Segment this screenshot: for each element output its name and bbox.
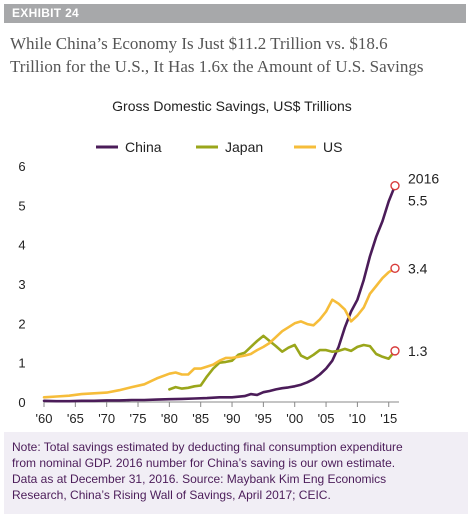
y-tick-label: 2 xyxy=(18,316,25,331)
x-tick-label: '90 xyxy=(224,411,241,426)
y-tick-label: 5 xyxy=(18,198,25,213)
y-tick-label: 0 xyxy=(18,395,25,410)
legend-item-japan: Japan xyxy=(196,139,263,155)
end-value-label-japan: 1.3 xyxy=(408,343,428,359)
headline: While China’s Economy Is Just $11.2 Tril… xyxy=(10,32,470,78)
endpoint-marker-china xyxy=(390,180,400,191)
legend-item-china: China xyxy=(96,139,162,155)
x-tick-label: '85 xyxy=(192,411,209,426)
x-tick-label: '10 xyxy=(349,411,366,426)
y-tick-label: 3 xyxy=(18,277,25,292)
x-tick-label: '15 xyxy=(380,411,397,426)
x-tick-label: '70 xyxy=(98,411,115,426)
series-line-china xyxy=(42,184,397,403)
legend-label-japan: Japan xyxy=(225,139,263,155)
x-tick-label: '80 xyxy=(161,411,178,426)
x-tick-label: '75 xyxy=(130,411,147,426)
legend-item-us: US xyxy=(294,139,342,155)
end-value-annotations: 2016 5.5 3.4 1.3 xyxy=(390,171,439,359)
headline-line-1: While China’s Economy Is Just $11.2 Tril… xyxy=(10,34,388,53)
year-label: 2016 xyxy=(408,171,439,187)
note-line-3: Data as at December 31, 2016. Source: Ma… xyxy=(12,472,387,486)
legend-label-china: China xyxy=(125,139,162,155)
chart-axes: '60 '65 '70 '75 '80 '85 '90 '95 '00 '05 '10 '15 0 1 2 3… xyxy=(18,159,399,426)
headline-line-2: Trillion for the U.S., It Has 1.6x the A… xyxy=(10,57,424,76)
series-lines xyxy=(42,184,397,403)
end-value-label-us: 3.4 xyxy=(408,260,428,276)
series-line-us xyxy=(42,266,397,399)
y-tick-label: 1 xyxy=(18,356,25,371)
note-line-2: from nominal GDP. 2016 number for China’… xyxy=(12,456,396,470)
source-note: Note: Total savings estimated by deducti… xyxy=(4,432,468,514)
y-tick-label: 6 xyxy=(18,159,25,174)
y-tick-label: 4 xyxy=(18,238,25,253)
series-line-japan xyxy=(168,334,397,391)
endpoint-marker-japan xyxy=(390,346,400,356)
legend-label-us: US xyxy=(323,139,342,155)
savings-line-chart: Gross Domestic Savings, US$ Trillions Ch… xyxy=(18,98,439,426)
chart-title: Gross Domestic Savings, US$ Trillions xyxy=(112,98,352,114)
x-tick-label: '05 xyxy=(318,411,335,426)
x-tick-label: '00 xyxy=(286,411,303,426)
chart-legend: China Japan US xyxy=(96,139,342,155)
note-line-4: Research, China’s Rising Wall of Savings… xyxy=(12,488,331,502)
x-tick-label: '95 xyxy=(255,411,272,426)
x-tick-label: '65 xyxy=(67,411,84,426)
x-tick-label: '60 xyxy=(36,411,53,426)
endpoint-marker-us xyxy=(390,263,400,273)
note-line-1: Note: Total savings estimated by deducti… xyxy=(12,440,403,454)
end-value-label-china: 5.5 xyxy=(408,193,428,209)
exhibit-label: EXHIBIT 24 xyxy=(4,4,466,23)
